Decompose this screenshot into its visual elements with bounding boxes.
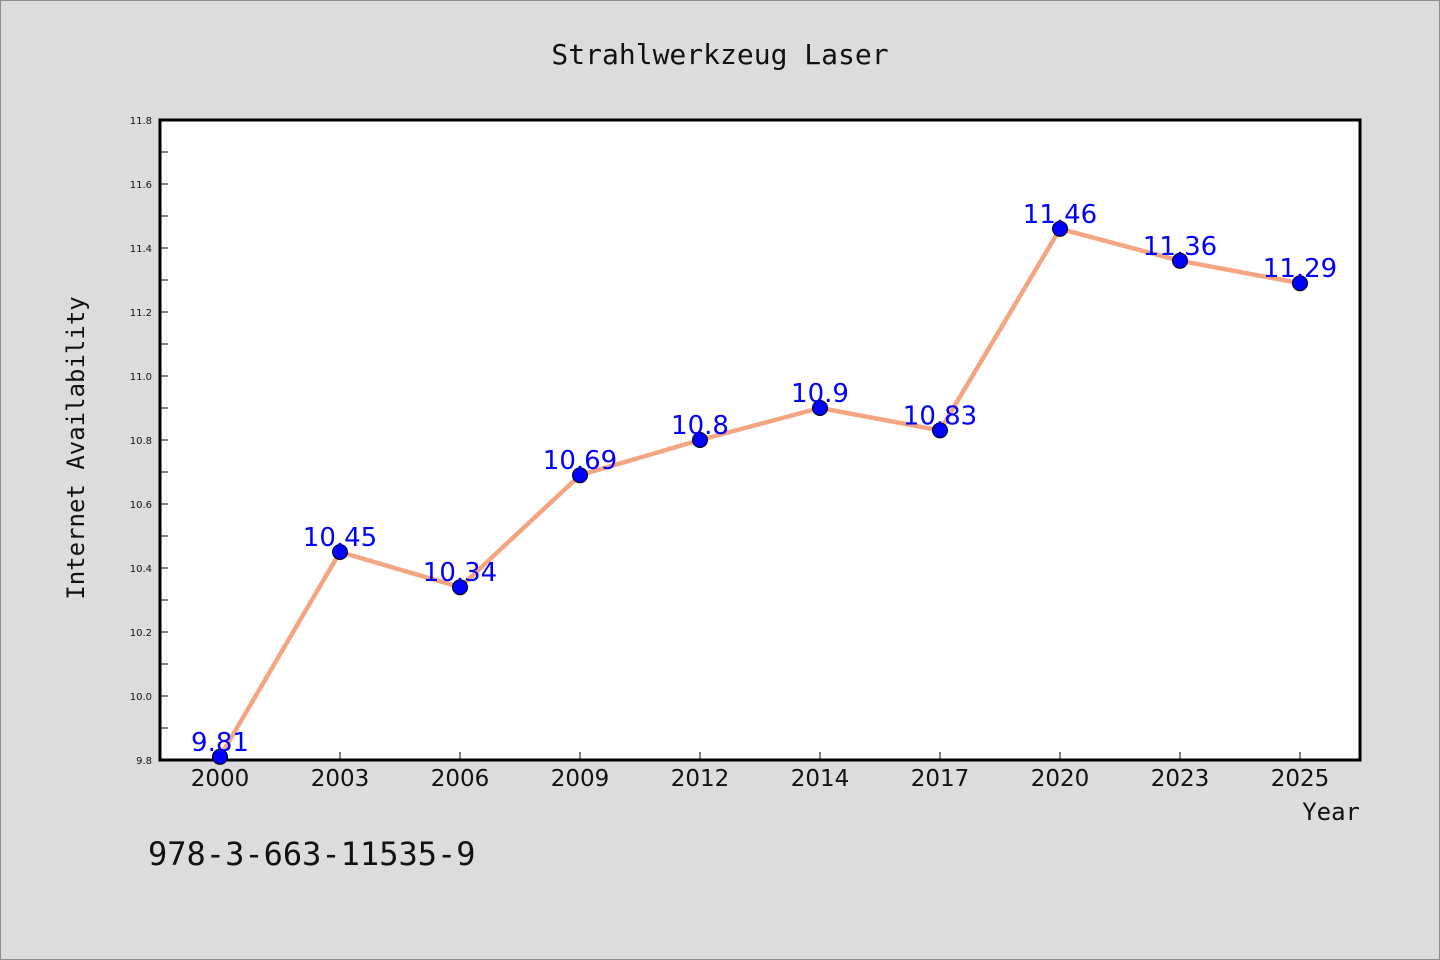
data-point-2000 (212, 748, 228, 765)
data-point-2003 (332, 544, 348, 560)
data-point-2017 (932, 422, 948, 439)
y-tick-label: 11.2 (130, 308, 152, 319)
data-label-2017: 10.83 (903, 401, 977, 431)
y-tick-label: 10.2 (130, 628, 152, 639)
isbn-footnote: 978-3-663-11535-9 (148, 835, 476, 873)
x-tick-label: 2006 (431, 766, 490, 792)
data-label-2003: 10.45 (303, 523, 377, 553)
x-tick-label: 2012 (671, 766, 730, 792)
x-tick-label: 2014 (791, 766, 850, 792)
data-point-2009 (572, 467, 588, 484)
y-axis-ticks: 9.8 10.0 10.2 10.4 10.6 10.8 11.0 11.2 11.4 11.6 1… (130, 116, 168, 767)
data-point-2014 (812, 400, 828, 416)
data-label-2000: 9.81 (191, 728, 249, 758)
y-tick-label: 10.4 (130, 564, 152, 575)
x-tick-label: 2023 (1151, 766, 1210, 792)
series-markers (212, 220, 1308, 765)
y-tick-label: 10.8 (130, 436, 152, 447)
data-label-2006: 10.34 (423, 558, 497, 588)
y-tick-label: 10.0 (130, 692, 152, 703)
data-point-2025 (1292, 275, 1308, 292)
y-tick-label: 9.8 (136, 756, 152, 767)
data-label-2012: 10.8 (671, 411, 729, 441)
data-point-2020 (1052, 220, 1068, 237)
data-point-2006 (452, 579, 468, 596)
data-label-2025: 11.29 (1263, 254, 1337, 284)
y-tick-label: 11.6 (130, 180, 152, 191)
data-label-2014: 10.9 (791, 379, 849, 409)
y-axis-label: Internet Availability (62, 296, 90, 599)
data-point-2023 (1172, 252, 1188, 269)
x-tick-label: 2003 (311, 766, 370, 792)
y-tick-label: 10.6 (130, 500, 152, 511)
plot-area (158, 118, 1362, 762)
y-tick-label: 11.4 (130, 244, 152, 255)
x-axis-ticks: 2000 2003 2006 2009 2012 2014 2017 2020 2023 2025 (191, 752, 1330, 792)
y-tick-label: 11.0 (130, 372, 152, 383)
x-tick-label: 2017 (911, 766, 970, 792)
data-label-2009: 10.69 (543, 446, 617, 476)
y-tick-label: 11.8 (130, 116, 152, 127)
data-label-2020: 11.46 (1023, 200, 1097, 230)
series-line-path (218, 226, 1301, 758)
x-tick-label: 2000 (191, 766, 250, 792)
series-line (218, 226, 1301, 758)
data-labels: 9.81 10.45 10.34 10.69 10.8 10.9 10.83 11.46 11.… (191, 200, 1337, 758)
data-point-2012 (692, 432, 708, 448)
x-tick-label: 2009 (551, 766, 610, 792)
x-tick-label: 2020 (1031, 766, 1090, 792)
x-tick-label: 2025 (1271, 766, 1330, 792)
chart-title: Strahlwerkzeug Laser (551, 38, 888, 71)
x-axis-label: Year (1302, 798, 1360, 826)
data-label-2023: 11.36 (1143, 232, 1217, 262)
